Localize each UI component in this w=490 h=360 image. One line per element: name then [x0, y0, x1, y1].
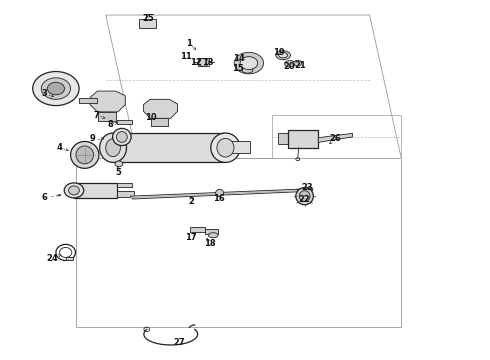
Ellipse shape: [240, 57, 258, 69]
Ellipse shape: [106, 139, 121, 157]
Ellipse shape: [198, 58, 209, 66]
Text: 5: 5: [115, 168, 121, 177]
Text: 9: 9: [90, 134, 96, 143]
Polygon shape: [79, 98, 98, 103]
Ellipse shape: [113, 129, 131, 145]
Polygon shape: [130, 189, 306, 199]
Text: 17: 17: [185, 233, 197, 242]
Text: 19: 19: [273, 48, 285, 57]
Polygon shape: [278, 133, 288, 144]
Text: 6: 6: [42, 193, 48, 202]
Ellipse shape: [208, 233, 218, 238]
Polygon shape: [113, 133, 225, 162]
Text: 21: 21: [294, 61, 306, 70]
Ellipse shape: [48, 82, 65, 95]
Text: 27: 27: [173, 338, 185, 347]
Ellipse shape: [99, 133, 126, 162]
Polygon shape: [117, 120, 132, 125]
Text: 12: 12: [190, 58, 202, 67]
Polygon shape: [151, 118, 168, 126]
Text: 10: 10: [146, 113, 157, 122]
Polygon shape: [144, 99, 177, 118]
Text: 26: 26: [329, 134, 341, 143]
Text: 22: 22: [299, 195, 311, 204]
Ellipse shape: [217, 138, 234, 157]
Text: 1: 1: [186, 39, 192, 48]
Polygon shape: [117, 192, 134, 197]
Text: 4: 4: [56, 143, 62, 152]
Polygon shape: [190, 226, 205, 231]
Text: 2: 2: [188, 197, 194, 206]
Text: 14: 14: [233, 54, 245, 63]
Ellipse shape: [279, 53, 288, 58]
Text: 24: 24: [46, 255, 58, 264]
Ellipse shape: [71, 141, 99, 168]
Text: 15: 15: [232, 64, 244, 73]
Text: 16: 16: [213, 194, 224, 203]
Ellipse shape: [294, 60, 302, 66]
Ellipse shape: [234, 52, 264, 74]
Ellipse shape: [299, 191, 310, 202]
Polygon shape: [288, 130, 319, 148]
Ellipse shape: [285, 60, 295, 67]
Text: 25: 25: [143, 14, 155, 23]
Text: 23: 23: [302, 183, 313, 192]
Ellipse shape: [117, 132, 127, 142]
Polygon shape: [98, 112, 116, 121]
Polygon shape: [205, 229, 218, 234]
Ellipse shape: [276, 51, 291, 60]
Text: 13: 13: [201, 58, 213, 67]
Polygon shape: [90, 91, 125, 112]
Polygon shape: [229, 140, 250, 153]
Ellipse shape: [296, 188, 314, 205]
Ellipse shape: [41, 78, 71, 99]
Text: 20: 20: [283, 62, 295, 71]
Text: 7: 7: [93, 111, 99, 120]
Ellipse shape: [306, 187, 313, 192]
Ellipse shape: [64, 183, 84, 198]
Polygon shape: [318, 134, 352, 142]
Ellipse shape: [242, 67, 253, 73]
Polygon shape: [66, 257, 73, 260]
Text: 11: 11: [180, 52, 192, 61]
Polygon shape: [139, 19, 156, 28]
Ellipse shape: [33, 72, 79, 105]
Text: 18: 18: [204, 239, 216, 248]
Text: 8: 8: [108, 120, 114, 129]
Ellipse shape: [69, 186, 79, 195]
Ellipse shape: [216, 189, 223, 197]
Ellipse shape: [76, 146, 94, 164]
Ellipse shape: [211, 133, 240, 162]
Polygon shape: [74, 183, 117, 198]
Polygon shape: [117, 183, 132, 187]
Text: 3: 3: [42, 89, 48, 98]
Ellipse shape: [115, 161, 123, 167]
